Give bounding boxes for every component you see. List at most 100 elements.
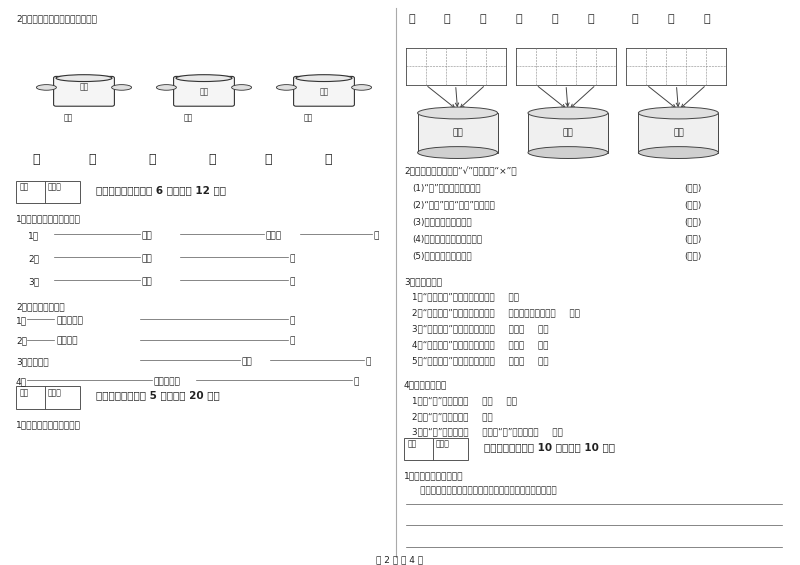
Text: 评卷人: 评卷人 <box>48 388 62 397</box>
Text: 1．给“一”加一笔是（     ）（     ）。: 1．给“一”加一笔是（ ）（ ）。 <box>412 396 517 405</box>
Text: 1．: 1． <box>16 316 27 325</box>
Text: 头: 头 <box>667 14 674 24</box>
Text: 一边: 一边 <box>242 357 252 366</box>
Ellipse shape <box>418 147 498 159</box>
Text: 3．: 3． <box>28 277 39 286</box>
Text: 3．“又大又红”相对的词语是又（     ）又（     ）。: 3．“又大又红”相对的词语是又（ ）又（ ）。 <box>412 324 549 333</box>
Text: 第 2 页 共 4 页: 第 2 页 共 4 页 <box>377 555 423 564</box>
Text: 4．“又大又圆”相对的词语是又（     ）又（     ）。: 4．“又大又圆”相对的词语是又（ ）又（ ）。 <box>412 340 549 349</box>
Text: 公: 公 <box>587 14 594 24</box>
FancyBboxPatch shape <box>174 76 234 106</box>
Text: 常常: 常常 <box>142 277 152 286</box>
Text: ，那么: ，那么 <box>266 232 282 241</box>
Text: (2)“举头”就是“抬头”的意思。: (2)“举头”就是“抬头”的意思。 <box>412 201 495 210</box>
Text: 三画: 三画 <box>452 128 463 137</box>
Ellipse shape <box>277 85 296 90</box>
Text: 评卷人: 评卷人 <box>436 440 450 449</box>
Text: 1．想考一下，写一写。: 1．想考一下，写一写。 <box>404 472 463 481</box>
Text: ，: ， <box>290 277 295 286</box>
Text: 七、阅读题（每题 10 分，共计 10 分）: 七、阅读题（每题 10 分，共计 10 分） <box>484 442 615 452</box>
Text: 太阳渐渐地: 太阳渐渐地 <box>56 316 83 325</box>
Bar <box>404 438 468 460</box>
Text: 木: 木 <box>88 153 96 166</box>
Text: 1．我会把句子补充完整。: 1．我会把句子补充完整。 <box>16 215 81 224</box>
Text: (　　): ( ) <box>684 184 702 193</box>
Text: 六、综合题（每题 5 分，共计 20 分）: 六、综合题（每题 5 分，共计 20 分） <box>96 390 220 401</box>
Text: ，: ， <box>290 316 295 325</box>
Text: 天: 天 <box>264 153 272 166</box>
Ellipse shape <box>56 75 112 81</box>
Text: 得分: 得分 <box>20 182 30 192</box>
Text: 四画: 四画 <box>199 88 209 97</box>
Text: 出: 出 <box>551 14 558 24</box>
Text: (3)弯弯的月儿像圆盘。: (3)弯弯的月儿像圆盘。 <box>412 218 472 227</box>
Bar <box>528 113 608 153</box>
Text: 三画: 三画 <box>79 82 89 102</box>
Text: (　　): ( ) <box>684 251 702 260</box>
Text: 3．你知道吗？: 3．你知道吗？ <box>404 277 442 286</box>
Text: ，: ， <box>290 254 295 263</box>
Ellipse shape <box>638 147 718 159</box>
Text: 评卷人: 评卷人 <box>48 182 62 192</box>
Text: 1．“又大又多”，写数量的字是（     ）。: 1．“又大又多”，写数量的字是（ ）。 <box>412 293 519 302</box>
Bar <box>16 181 80 203</box>
Text: 子: 子 <box>409 14 415 24</box>
Text: 目: 目 <box>479 14 486 24</box>
Ellipse shape <box>528 147 608 159</box>
Text: 2．把句子写完整。: 2．把句子写完整。 <box>16 302 65 311</box>
Text: 五、补充句子（每题 6 分，共计 12 分）: 五、补充句子（每题 6 分，共计 12 分） <box>96 185 226 195</box>
Text: 4．: 4． <box>16 377 27 386</box>
Text: 十分: 十分 <box>142 254 152 263</box>
Bar <box>16 386 80 409</box>
Text: 那么: 那么 <box>142 232 152 241</box>
Text: 四画: 四画 <box>183 113 193 122</box>
Text: 4．小小魔术柜。: 4．小小魔术柜。 <box>404 380 447 389</box>
Text: 2．: 2． <box>28 254 39 263</box>
Text: 2．“又大又红”，写颜色的字是（     ）；写形状的起是（     ）。: 2．“又大又红”，写颜色的字是（ ）；写形状的起是（ ）。 <box>412 308 580 318</box>
Text: 1．我能让花儿开得更美。: 1．我能让花儿开得更美。 <box>16 420 81 429</box>
Ellipse shape <box>112 85 132 90</box>
Bar <box>418 113 498 153</box>
Ellipse shape <box>176 75 232 81</box>
Text: ，: ， <box>290 337 295 346</box>
Text: 3．小红一边: 3．小红一边 <box>16 357 49 366</box>
Text: 三画: 三画 <box>63 113 73 122</box>
Text: 个: 个 <box>148 153 156 166</box>
Ellipse shape <box>157 85 176 90</box>
Text: 2．给“木”加一笔是（     ）。: 2．给“木”加一笔是（ ）。 <box>412 412 493 421</box>
Text: 得分: 得分 <box>20 388 30 397</box>
Text: 大: 大 <box>208 153 216 166</box>
FancyBboxPatch shape <box>54 76 114 106</box>
Text: 小树苗已经: 小树苗已经 <box>154 377 181 386</box>
Text: (　　): ( ) <box>684 234 702 244</box>
Ellipse shape <box>638 107 718 119</box>
Text: 你喜欢小动物吗？请选择你最喜爱的一种小动物写几句话。: 你喜欢小动物吗？请选择你最喜爱的一种小动物写几句话。 <box>412 486 557 495</box>
Text: 土: 土 <box>32 153 40 166</box>
Ellipse shape <box>352 85 372 90</box>
Text: 2．判断对错，对的打“√”，错的打“×”。: 2．判断对错，对的打“√”，错的打“×”。 <box>404 167 517 176</box>
Text: 五画: 五画 <box>673 128 684 137</box>
Text: 四画: 四画 <box>562 128 574 137</box>
Text: 得分: 得分 <box>408 440 418 449</box>
Ellipse shape <box>232 85 252 90</box>
Text: 马: 马 <box>703 14 710 24</box>
FancyBboxPatch shape <box>294 76 354 106</box>
Text: (4)《静夜思》是李白写的。: (4)《静夜思》是李白写的。 <box>412 234 482 244</box>
Text: ，: ， <box>366 357 371 366</box>
Text: 五画: 五画 <box>319 88 329 97</box>
Text: 5．“又大又多”相对的词语是又（     ）又（     ）。: 5．“又大又多”相对的词语是又（ ）又（ ）。 <box>412 356 549 365</box>
Text: 2．: 2． <box>16 337 27 346</box>
Text: 五画: 五画 <box>303 113 313 122</box>
Ellipse shape <box>528 107 608 119</box>
Bar <box>638 113 718 153</box>
Text: 长: 长 <box>631 14 638 24</box>
Ellipse shape <box>418 107 498 119</box>
Text: ，: ， <box>374 232 379 241</box>
Text: 无: 无 <box>443 14 450 24</box>
Text: 3．给“十”加一笔是（     ），给“十”加两笔是（     ）。: 3．给“十”加一笔是（ ），给“十”加两笔是（ ）。 <box>412 428 563 437</box>
Text: 1．: 1． <box>28 232 39 241</box>
Ellipse shape <box>37 85 56 90</box>
Text: 也: 也 <box>515 14 522 24</box>
Text: (1)“车”的第二笔是撇折。: (1)“车”的第二笔是撇折。 <box>412 184 481 193</box>
Text: 禾: 禾 <box>324 153 332 166</box>
